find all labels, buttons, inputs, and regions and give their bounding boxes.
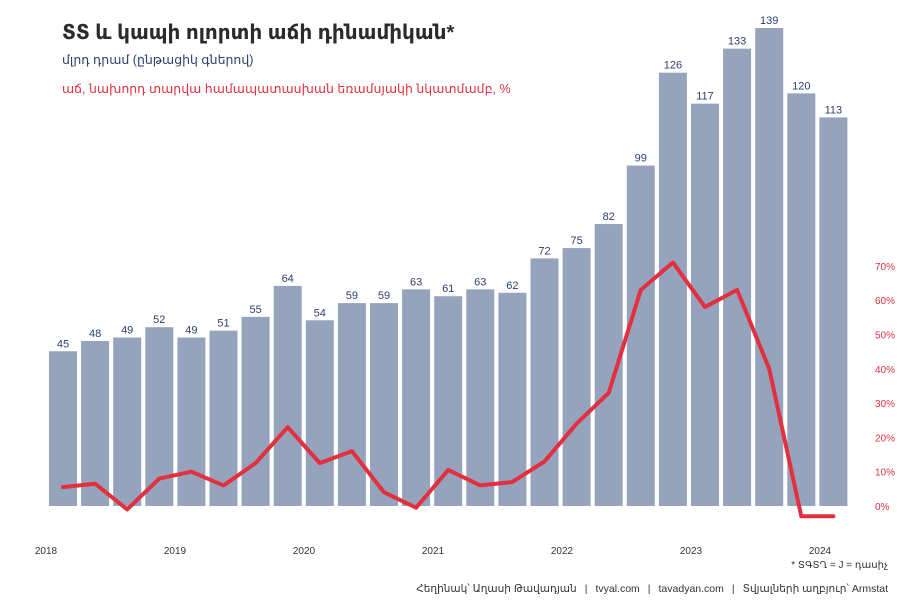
bar <box>49 351 77 506</box>
bar-value-label: 54 <box>314 307 326 319</box>
footer-source: Տվյալների աղբյուր՝ Armstat <box>742 583 888 595</box>
footer-separator: | <box>647 583 651 595</box>
y2-tick-label: 40% <box>875 365 895 376</box>
x-tick-label: 2022 <box>551 546 574 557</box>
x-tick-label: 2021 <box>422 546 445 557</box>
bar <box>498 292 527 506</box>
bar <box>370 303 398 506</box>
bar <box>337 303 366 506</box>
bar-value-label: 75 <box>570 235 582 247</box>
bar-value-label: 72 <box>538 245 550 257</box>
y2-tick-label: 30% <box>875 399 895 410</box>
bar-value-label: 63 <box>410 276 422 288</box>
bar-value-label: 120 <box>792 80 810 92</box>
bar-value-label: 48 <box>89 328 101 340</box>
bar-value-label: 64 <box>282 273 294 285</box>
footer-site-tavadyan[interactable]: tavadyan.com <box>658 583 724 595</box>
bar <box>658 72 687 507</box>
footer-site-tvyal[interactable]: tvyal.com <box>595 583 640 595</box>
bar-value-label: 52 <box>153 314 165 326</box>
y2-tick-label: 60% <box>875 296 895 307</box>
bar <box>402 289 431 506</box>
bar <box>466 289 495 506</box>
bar-value-label: 113 <box>825 104 843 116</box>
footer-separator: | <box>584 583 588 595</box>
y2-tick-label: 70% <box>875 262 895 273</box>
bar-value-label: 117 <box>696 91 714 103</box>
y2-tick-label: 20% <box>875 433 895 444</box>
bar-value-label: 63 <box>474 276 486 288</box>
chart-subtitle: մլրդ դրամ (ընթացիկ գներով) <box>62 53 254 67</box>
bar-value-label: 82 <box>603 211 615 223</box>
bar-value-label: 49 <box>121 324 133 336</box>
y2-tick-label: 50% <box>875 331 895 342</box>
bar-value-label: 99 <box>635 153 647 165</box>
bar-value-label: 126 <box>664 60 682 72</box>
bar <box>273 285 302 506</box>
footer-author: Հեղինակ՝ Աղասի Թավադյան <box>416 583 577 595</box>
growth-line <box>61 260 836 519</box>
bar-value-label: 59 <box>378 290 390 302</box>
bar-value-label: 62 <box>506 280 518 292</box>
x-tick-label: 2023 <box>680 546 703 557</box>
bar <box>562 248 591 506</box>
bar <box>241 316 270 506</box>
bar <box>787 93 816 506</box>
bar-value-label: 139 <box>760 15 778 27</box>
x-tick-label: 2019 <box>164 546 187 557</box>
footnote: * ՏԳՏՂ = J = դասիչ <box>791 560 888 571</box>
footer-separator: | <box>731 583 735 595</box>
chart-title: ՏՏ և կապի ոլորտի աճի դինամիկան* <box>62 22 455 44</box>
y2-tick-label: 10% <box>875 468 895 479</box>
bar-value-label: 51 <box>217 318 229 330</box>
bar <box>819 117 848 507</box>
bar <box>113 337 142 506</box>
bar <box>305 320 334 506</box>
bar <box>81 340 110 506</box>
bar <box>177 337 206 506</box>
bar <box>755 28 784 506</box>
bar <box>530 258 559 506</box>
bar-value-label: 55 <box>249 304 261 316</box>
x-tick-label: 2020 <box>293 546 316 557</box>
bar-value-label: 45 <box>57 338 69 350</box>
bar-value-label: 61 <box>442 283 454 295</box>
bar <box>723 48 752 507</box>
chart-subtitle-growth: աճ, նախորդ տարվա համապատասխան եռամսյակի … <box>62 82 511 96</box>
bar-value-label: 59 <box>346 290 358 302</box>
bar <box>626 165 655 506</box>
bar-value-label: 133 <box>728 36 746 48</box>
x-tick-label: 2018 <box>35 546 58 557</box>
y2-tick-label: 0% <box>875 502 890 513</box>
footer: Հեղինակ՝ Աղասի Թավադյան | tvyal.com | tavady… <box>416 583 888 595</box>
x-tick-label: 2024 <box>809 546 832 557</box>
bar-value-label: 49 <box>185 324 197 336</box>
